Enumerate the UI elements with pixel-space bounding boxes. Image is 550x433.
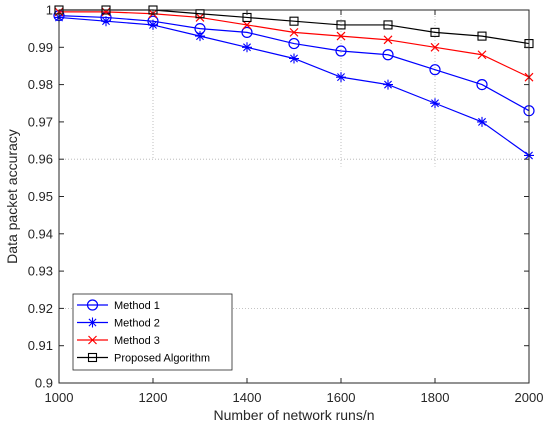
x-tick-label: 1000 <box>45 390 74 405</box>
data-point <box>477 116 487 127</box>
data-point <box>476 78 488 91</box>
series-1 <box>53 9 535 117</box>
data-point <box>383 20 393 30</box>
y-tick-label: 0.93 <box>28 264 53 279</box>
series-group <box>53 5 535 161</box>
legend-entry: Method 1 <box>77 299 160 312</box>
y-tick-label: 0.98 <box>28 77 53 92</box>
data-point <box>336 31 346 41</box>
data-point <box>335 45 347 57</box>
y-tick-label: 0.96 <box>28 152 53 167</box>
data-point <box>289 16 299 26</box>
x-axis-title: Number of network runs/n <box>213 407 374 423</box>
data-point <box>242 20 252 30</box>
data-point <box>336 72 346 83</box>
legend-label: Proposed Algorithm <box>114 353 210 365</box>
y-tick-label: 0.9 <box>35 376 53 391</box>
legend-label: Method 3 <box>114 335 160 347</box>
y-tick-label: 0.95 <box>28 189 53 204</box>
data-point <box>430 42 440 52</box>
data-point <box>430 98 440 109</box>
legend-entry: Method 2 <box>77 317 160 330</box>
y-tick-label: 1 <box>46 3 53 18</box>
y-tick-label: 0.92 <box>28 301 53 316</box>
legend-marker <box>88 335 97 345</box>
x-tick-label: 1800 <box>421 390 450 405</box>
data-point <box>382 49 394 61</box>
x-tick-label: 1600 <box>327 390 356 405</box>
data-point <box>477 50 487 60</box>
data-point <box>429 64 441 76</box>
data-point <box>477 31 487 41</box>
x-tick-label: 1400 <box>233 390 262 405</box>
data-point <box>195 31 205 42</box>
data-point <box>383 79 393 90</box>
data-point <box>336 20 346 30</box>
legend-marker <box>86 299 99 311</box>
data-point <box>383 35 393 45</box>
legend-label: Method 1 <box>114 300 160 312</box>
y-axis-title: Data packet accuracy <box>4 129 20 264</box>
series-3 <box>54 7 534 82</box>
axis-ticks: 1000 1200 1400 1600 1800 2000 0.9 0.91 0.92 0.93 0… <box>28 3 544 406</box>
legend-marker <box>87 352 98 363</box>
series-line <box>58 14 530 112</box>
y-tick-label: 0.99 <box>28 40 53 55</box>
x-tick-label: 2000 <box>515 390 544 405</box>
data-point <box>148 19 158 30</box>
legend: Method 1 Method 2 Method 3 Proposed Algorit… <box>72 293 233 371</box>
data-point <box>288 37 300 50</box>
data-point <box>242 42 252 53</box>
data-point <box>289 27 299 37</box>
y-tick-label: 0.97 <box>28 114 53 129</box>
data-point <box>241 26 253 38</box>
x-tick-label: 1200 <box>139 390 168 405</box>
data-point <box>101 16 111 27</box>
y-tick-label: 0.91 <box>28 338 53 353</box>
legend-marker <box>87 317 98 328</box>
legend-entry: Proposed Algorithm <box>77 353 210 365</box>
data-point <box>289 53 299 64</box>
y-tick-label: 0.94 <box>28 226 53 241</box>
legend-label: Method 2 <box>114 318 160 330</box>
legend-entry: Method 3 <box>77 335 160 347</box>
data-point <box>430 27 440 37</box>
